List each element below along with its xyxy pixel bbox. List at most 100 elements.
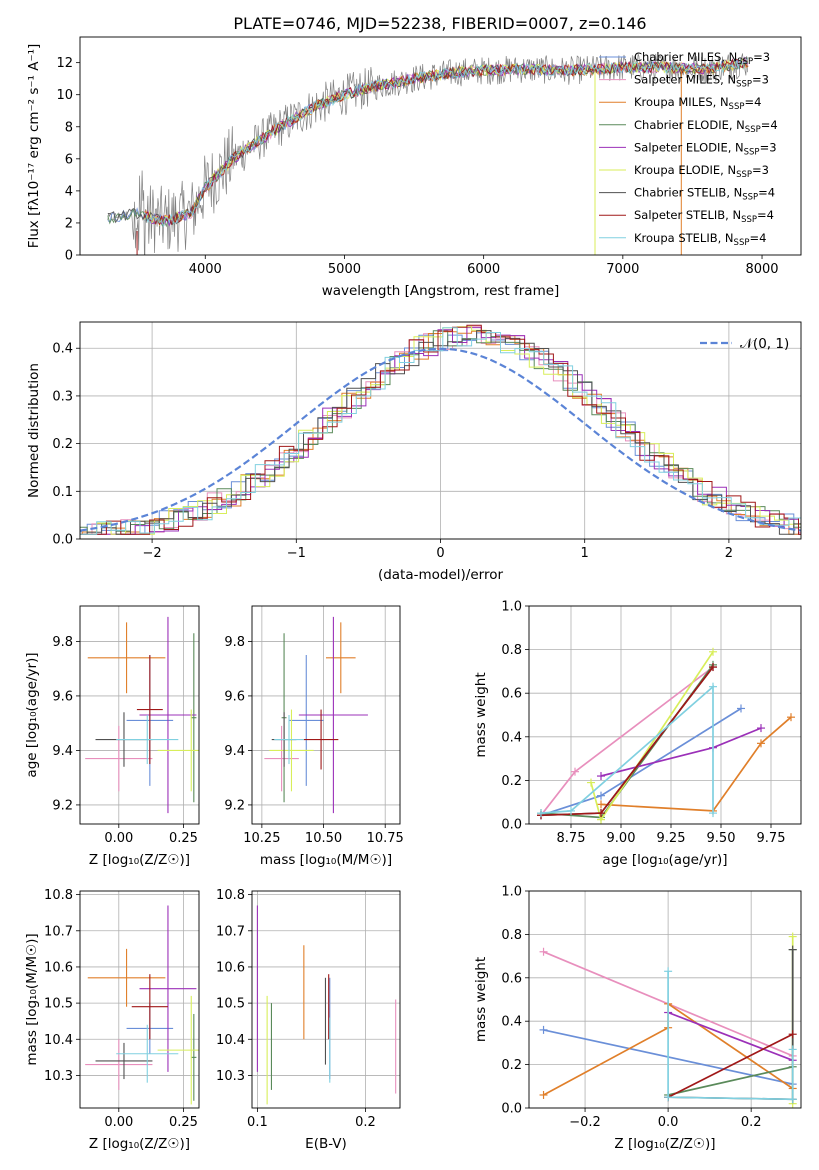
y-axis-label: age [log₁₀(age/yr)] xyxy=(24,652,40,777)
axes-frame xyxy=(528,890,802,1109)
histogram-step xyxy=(80,324,801,535)
y-tick-label: 9.4 xyxy=(52,744,73,759)
y-tick-label: 10.3 xyxy=(216,1069,245,1084)
x-axis-label: Z [log₁₀(Z/Z☉)] xyxy=(89,1136,190,1152)
x-tick-label: 0.25 xyxy=(169,1115,198,1130)
y-tick-label: 0.2 xyxy=(52,437,73,452)
y-tick-label: 0 xyxy=(65,249,73,264)
axes-frame xyxy=(79,605,200,825)
x-tick-label: 0.0 xyxy=(658,1115,679,1130)
y-tick-label: 10.7 xyxy=(44,924,73,939)
y-tick-label: 0.4 xyxy=(501,730,522,745)
legend-label: 𝒩(0, 1) xyxy=(740,336,789,352)
model-spectrum xyxy=(143,57,749,227)
x-tick-label: 9.25 xyxy=(657,831,686,846)
error-bars xyxy=(256,905,397,1105)
mass_vs_ebv-panel: 0.1 0.2 10.3 10.4 10.5 10.6 10.7 10.8 E(B-V) xyxy=(216,888,401,1152)
y-tick-label: 4 xyxy=(65,184,73,199)
weight-line xyxy=(540,684,714,814)
y-tick-label: 1.0 xyxy=(501,885,522,900)
y-tick-label: 9.6 xyxy=(224,689,245,704)
legend: Chabrier MILES, NSSP=3 Salpeter MILES, NS… xyxy=(599,50,778,248)
x-tick-label: −0.2 xyxy=(569,1115,601,1130)
y-tick-label: 0.8 xyxy=(501,643,522,658)
y-tick-label: 9.2 xyxy=(52,798,73,813)
weight-lines xyxy=(539,932,797,1108)
y-tick-label: 10.6 xyxy=(44,960,73,975)
x-axis-label: E(B-V) xyxy=(305,1136,347,1152)
x-tick-label: 6000 xyxy=(467,262,500,277)
axes-frame xyxy=(79,321,802,540)
legend-label: Salpeter STELIB, NSSP=4 xyxy=(634,208,774,225)
histogram-step xyxy=(80,330,801,535)
x-tick-label: 7000 xyxy=(606,262,639,277)
y-tick-label: 10 xyxy=(56,88,73,103)
y-axis-label: mass weight xyxy=(473,672,489,757)
x-tick-label: −2 xyxy=(143,546,162,561)
x-tick-label: 8000 xyxy=(745,262,778,277)
y-tick-label: 0.2 xyxy=(501,774,522,789)
y-tick-label: 6 xyxy=(65,152,73,167)
y-tick-label: 0.2 xyxy=(501,1058,522,1073)
x-tick-label: 2 xyxy=(725,546,733,561)
histogram-step xyxy=(80,330,801,535)
legend-label: Salpeter MILES, NSSP=3 xyxy=(634,73,769,90)
axes-frame xyxy=(528,605,802,825)
y-tick-label: 1.0 xyxy=(501,600,522,615)
x-tick-label: 4000 xyxy=(189,262,222,277)
axes-frame xyxy=(251,890,401,1109)
histograms xyxy=(80,324,801,535)
y-tick-label: 9.4 xyxy=(224,744,245,759)
x-tick-label: 10.75 xyxy=(367,831,404,846)
legend-label: Chabrier STELIB, NSSP=4 xyxy=(634,186,775,203)
axes-frame xyxy=(79,36,802,256)
y-tick-label: 10.7 xyxy=(216,924,245,939)
y-tick-label: 10.8 xyxy=(216,888,245,903)
mass_vs_Z-panel: 0.00 0.25 10.3 10.4 10.5 10.6 10.7 10.8 Z [log₁₀… xyxy=(24,888,200,1152)
x-axis-label: wavelength [Angstrom, rest frame] xyxy=(322,283,560,299)
y-axis-label: Normed distribution xyxy=(26,363,42,498)
y-tick-label: 0.0 xyxy=(52,533,73,548)
x-axis-label: mass [log₁₀(M/M☉)] xyxy=(260,852,392,868)
x-axis-label: age [log₁₀(age/yr)] xyxy=(602,852,727,868)
x-tick-label: 0.2 xyxy=(741,1115,762,1130)
error-bars xyxy=(264,616,368,814)
x-tick-label: 10.50 xyxy=(305,831,342,846)
weight-line xyxy=(600,716,792,812)
x-tick-label: 1 xyxy=(581,546,589,561)
y-tick-label: 9.8 xyxy=(224,635,245,650)
y-tick-label: 0.4 xyxy=(52,342,73,357)
y-tick-label: 10.5 xyxy=(216,997,245,1012)
y-axis-label: mass weight xyxy=(473,957,489,1042)
y-tick-label: 0.0 xyxy=(501,1102,522,1117)
x-tick-label: 5000 xyxy=(328,262,361,277)
y-tick-label: 9.2 xyxy=(224,798,245,813)
histogram-step xyxy=(80,327,801,535)
spectrum-lines xyxy=(107,53,749,255)
x-tick-label: 0.2 xyxy=(355,1115,376,1130)
y-tick-label: 10.5 xyxy=(44,997,73,1012)
y-tick-label: 12 xyxy=(56,56,73,71)
weight-lines xyxy=(537,647,795,824)
legend-label: Kroupa STELIB, NSSP=4 xyxy=(634,231,766,248)
y-tick-label: 10.4 xyxy=(44,1033,73,1048)
weight-line xyxy=(667,971,794,1101)
y-tick-label: 0.0 xyxy=(501,818,522,833)
axes-frame xyxy=(79,890,200,1109)
y-axis-label: mass [log₁₀(M/M☉)] xyxy=(24,933,40,1065)
y-tick-label: 0.3 xyxy=(52,389,73,404)
legend-label: Kroupa MILES, NSSP=4 xyxy=(634,95,761,112)
x-tick-label: 10.25 xyxy=(243,831,280,846)
weight-line xyxy=(600,727,762,777)
y-tick-label: 8 xyxy=(65,120,73,135)
weight-line xyxy=(667,1011,794,1062)
y-tick-label: 10.6 xyxy=(216,960,245,975)
legend-label: Chabrier ELODIE, NSSP=4 xyxy=(634,118,778,135)
y-tick-label: 0.1 xyxy=(52,485,73,500)
y-tick-label: 0.6 xyxy=(501,971,522,986)
weight-line xyxy=(667,1033,794,1098)
y-tick-label: 9.8 xyxy=(52,635,73,650)
x-axis-label: Z [log₁₀(Z/Z☉)] xyxy=(89,852,190,868)
y-tick-label: 2 xyxy=(65,216,73,231)
